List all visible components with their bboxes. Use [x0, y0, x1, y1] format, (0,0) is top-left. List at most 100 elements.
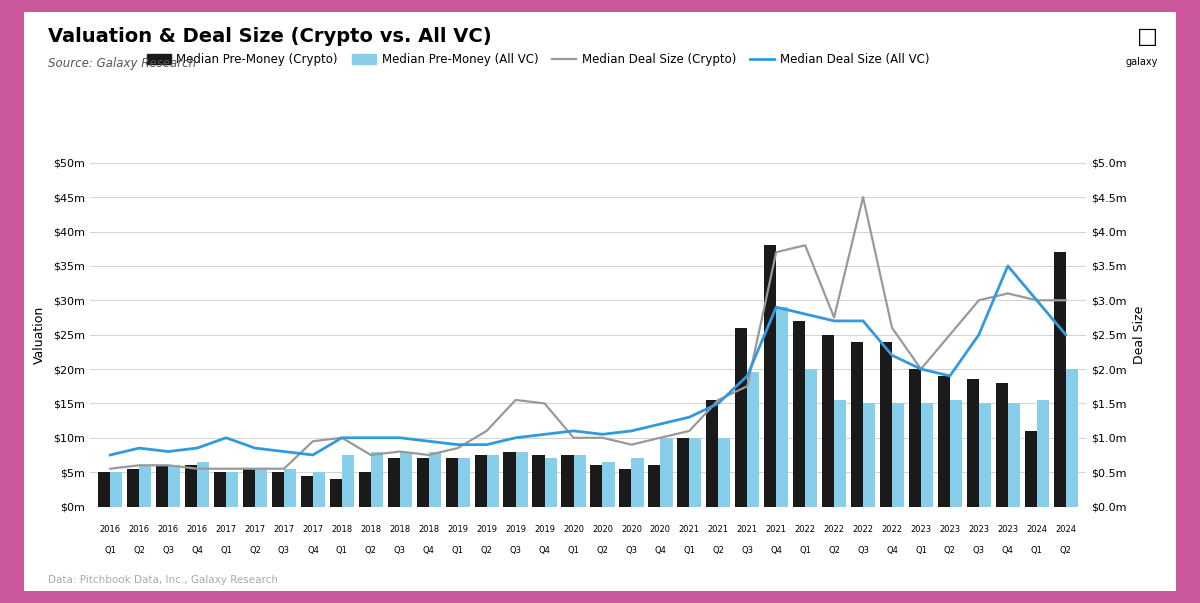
Text: 2017: 2017: [216, 525, 236, 534]
Text: 2021: 2021: [679, 525, 700, 534]
Bar: [880, 341, 892, 507]
Text: Q3: Q3: [973, 546, 985, 555]
Legend: Median Pre-Money (Crypto), Median Pre-Money (All VC), Median Deal Size (Crypto),: Median Pre-Money (Crypto), Median Pre-Mo…: [143, 48, 935, 71]
Text: 2020: 2020: [620, 525, 642, 534]
Bar: [834, 400, 846, 507]
Text: Q3: Q3: [625, 546, 637, 555]
Bar: [950, 400, 962, 507]
Text: Q3: Q3: [742, 546, 754, 555]
Y-axis label: Valuation: Valuation: [34, 306, 46, 364]
Text: Q2: Q2: [133, 546, 145, 555]
Text: 2022: 2022: [823, 525, 845, 534]
Text: Q2: Q2: [944, 546, 956, 555]
Text: 2023: 2023: [911, 525, 931, 534]
Text: Q3: Q3: [857, 546, 869, 555]
Text: 2018: 2018: [418, 525, 439, 534]
Bar: [648, 466, 660, 507]
Bar: [908, 369, 920, 507]
Text: 2019: 2019: [476, 525, 497, 534]
Text: Q3: Q3: [394, 546, 406, 555]
Bar: [1054, 252, 1066, 507]
Bar: [168, 466, 180, 507]
Text: 2023: 2023: [997, 525, 1019, 534]
Text: Data: Pitchbook Data, Inc., Galaxy Research: Data: Pitchbook Data, Inc., Galaxy Resea…: [48, 575, 278, 585]
Text: Q1: Q1: [683, 546, 695, 555]
Bar: [863, 403, 875, 507]
Text: Q2: Q2: [713, 546, 725, 555]
Bar: [892, 403, 904, 507]
Bar: [156, 466, 168, 507]
Text: Q4: Q4: [191, 546, 203, 555]
Text: 2016: 2016: [128, 525, 150, 534]
Text: 2020: 2020: [592, 525, 613, 534]
Text: Q1: Q1: [916, 546, 926, 555]
Text: 2021: 2021: [737, 525, 757, 534]
Text: Q1: Q1: [799, 546, 811, 555]
Bar: [736, 328, 748, 507]
Bar: [937, 376, 950, 507]
Text: Q4: Q4: [770, 546, 782, 555]
Text: Q1: Q1: [336, 546, 348, 555]
Bar: [400, 452, 412, 507]
Bar: [487, 455, 499, 507]
Bar: [764, 245, 776, 507]
Bar: [98, 472, 110, 507]
Bar: [631, 458, 643, 507]
Text: 2018: 2018: [331, 525, 353, 534]
Text: Q1: Q1: [104, 546, 116, 555]
Bar: [689, 438, 702, 507]
Bar: [301, 476, 313, 507]
Bar: [185, 466, 197, 507]
Text: Q3: Q3: [162, 546, 174, 555]
Bar: [590, 466, 602, 507]
Text: Q2: Q2: [481, 546, 493, 555]
Bar: [1008, 403, 1020, 507]
Text: Q4: Q4: [1002, 546, 1014, 555]
Bar: [284, 469, 296, 507]
Text: 2022: 2022: [852, 525, 874, 534]
Text: Q1: Q1: [568, 546, 580, 555]
Text: 2023: 2023: [940, 525, 960, 534]
Text: Q1: Q1: [451, 546, 463, 555]
Bar: [562, 455, 574, 507]
Text: 2016: 2016: [186, 525, 208, 534]
Bar: [359, 472, 371, 507]
Bar: [342, 455, 354, 507]
Text: 2019: 2019: [448, 525, 468, 534]
Bar: [719, 438, 731, 507]
Text: 2022: 2022: [882, 525, 902, 534]
Bar: [967, 379, 979, 507]
Text: □: □: [1138, 27, 1158, 47]
Bar: [706, 400, 719, 507]
Text: 2024: 2024: [1055, 525, 1076, 534]
Bar: [920, 403, 934, 507]
Text: 2016: 2016: [157, 525, 179, 534]
Text: 2022: 2022: [794, 525, 816, 534]
Bar: [822, 335, 834, 507]
Bar: [516, 452, 528, 507]
Text: Q4: Q4: [422, 546, 434, 555]
Bar: [110, 472, 122, 507]
Bar: [139, 466, 151, 507]
Bar: [996, 383, 1008, 507]
Text: Q3: Q3: [510, 546, 522, 555]
Text: Q1: Q1: [1031, 546, 1043, 555]
Text: Valuation & Deal Size (Crypto vs. All VC): Valuation & Deal Size (Crypto vs. All VC…: [48, 27, 492, 46]
Bar: [313, 472, 325, 507]
Bar: [388, 458, 400, 507]
Text: Q2: Q2: [250, 546, 260, 555]
Bar: [371, 452, 383, 507]
Bar: [574, 455, 586, 507]
Bar: [748, 373, 760, 507]
Text: Source: Galaxy Research: Source: Galaxy Research: [48, 57, 196, 71]
Bar: [776, 307, 788, 507]
Bar: [416, 458, 428, 507]
Bar: [428, 452, 440, 507]
Bar: [545, 458, 557, 507]
Text: 2024: 2024: [1026, 525, 1048, 534]
Bar: [793, 321, 805, 507]
Text: Q2: Q2: [1060, 546, 1072, 555]
Bar: [330, 479, 342, 507]
Text: 2023: 2023: [968, 525, 990, 534]
Bar: [805, 369, 817, 507]
